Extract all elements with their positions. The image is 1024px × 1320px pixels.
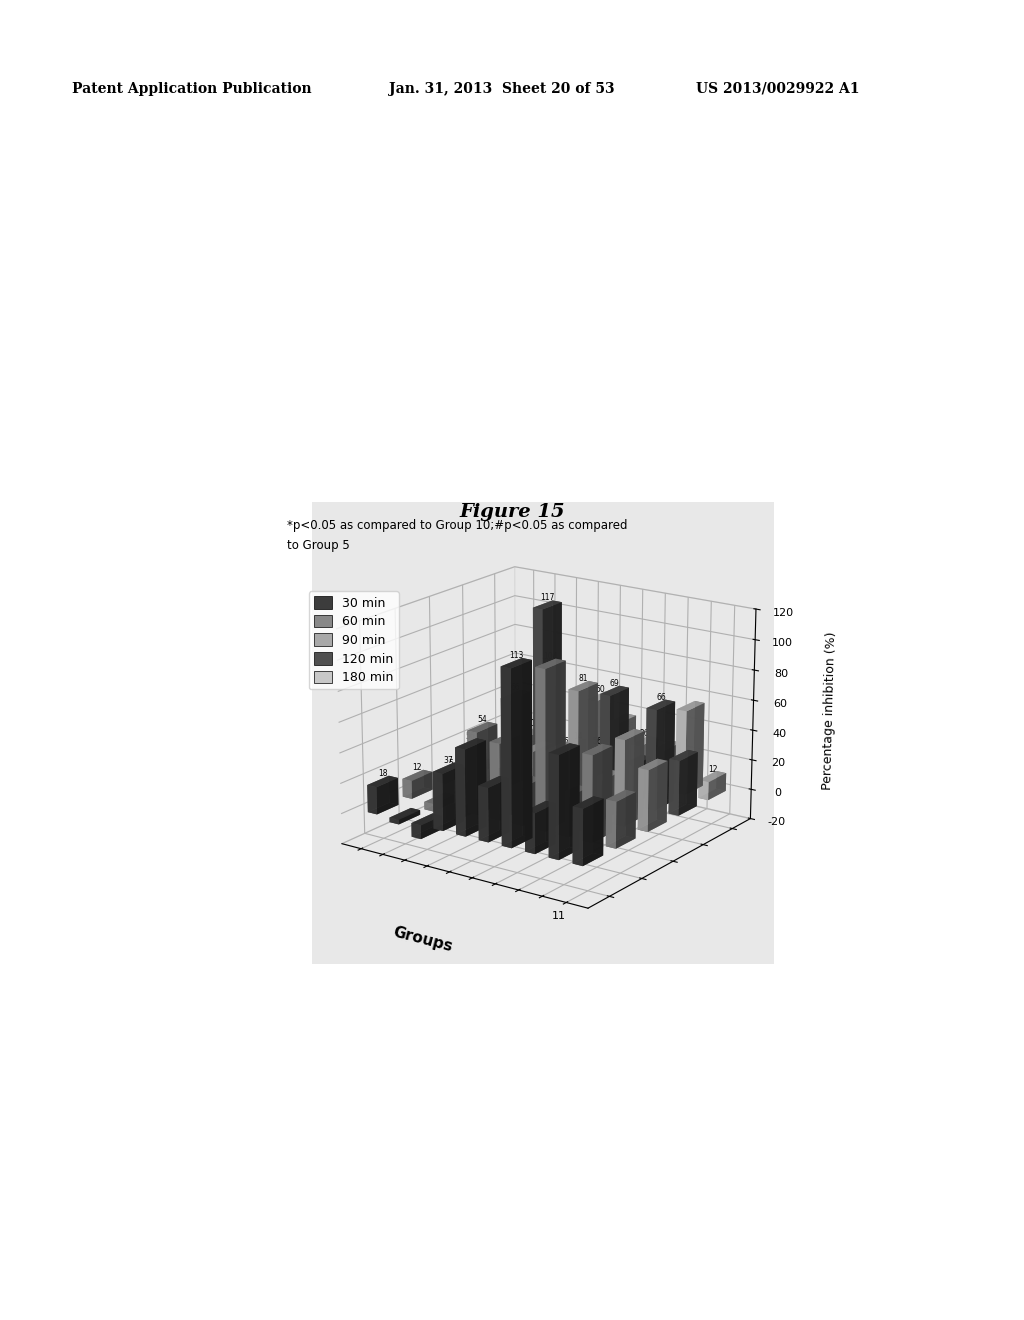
Text: US 2013/0029922 A1: US 2013/0029922 A1: [696, 82, 860, 96]
Text: Figure 15: Figure 15: [459, 503, 565, 521]
X-axis label: Groups: Groups: [391, 924, 454, 954]
Legend: 30 min, 60 min, 90 min, 120 min, 180 min: 30 min, 60 min, 90 min, 120 min, 180 min: [308, 591, 399, 689]
Text: Jan. 31, 2013  Sheet 20 of 53: Jan. 31, 2013 Sheet 20 of 53: [389, 82, 614, 96]
Text: *p<0.05 as compared to Group 10;#p<0.05 as compared: *p<0.05 as compared to Group 10;#p<0.05 …: [287, 519, 628, 532]
Text: to Group 5: to Group 5: [287, 539, 349, 552]
Text: Patent Application Publication: Patent Application Publication: [72, 82, 311, 96]
